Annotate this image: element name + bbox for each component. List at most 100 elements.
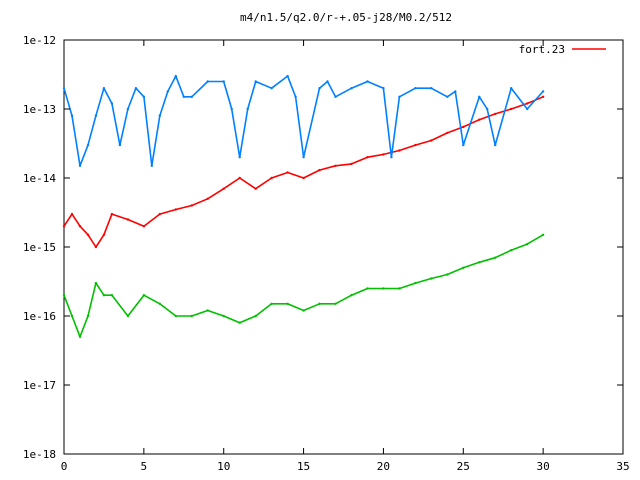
data-point — [110, 102, 114, 105]
data-point — [294, 95, 297, 99]
data-point — [526, 107, 529, 111]
y-tick-label: 1e-15 — [23, 241, 56, 254]
data-point — [206, 197, 209, 200]
data-point — [150, 164, 153, 167]
data-point — [78, 225, 82, 228]
data-point — [302, 176, 305, 180]
x-tick-label: 30 — [537, 460, 550, 473]
data-point — [494, 256, 497, 259]
data-point — [318, 168, 321, 172]
data-point — [206, 80, 209, 83]
data-point — [541, 233, 545, 236]
data-point — [494, 112, 497, 116]
data-point — [541, 90, 545, 93]
ticks-layer: 0 5 10 15 20 25 30 35 1e-18 1e-17 1e-16 1e-15 1e-14 1… — [23, 34, 630, 473]
data-point — [462, 125, 465, 129]
data-point — [478, 118, 481, 121]
x-tick-label: 20 — [377, 460, 390, 473]
y-tick-label: 1e-18 — [23, 448, 56, 461]
data-point — [318, 87, 321, 90]
x-tick-label: 35 — [616, 460, 629, 473]
data-point — [222, 80, 225, 83]
data-point — [526, 102, 529, 105]
data-point — [286, 302, 289, 305]
data-point — [398, 149, 401, 152]
data-point — [510, 87, 513, 90]
data-point — [382, 87, 385, 90]
y-tick-label: 1e-12 — [23, 34, 56, 47]
y-tick-label: 1e-14 — [23, 172, 56, 185]
data-point — [302, 156, 305, 159]
data-point — [166, 90, 169, 93]
chart-title: m4/n1.5/q2.0/r-+.05-j28/M0.2/512 — [240, 11, 452, 24]
data-point — [350, 294, 353, 297]
data-point — [102, 87, 106, 90]
data-point — [486, 107, 489, 111]
data-point — [86, 233, 90, 236]
data-point — [78, 164, 82, 167]
data-point — [110, 212, 114, 216]
data-point — [430, 277, 433, 280]
data-point — [222, 314, 225, 318]
data-point — [174, 314, 177, 318]
y-tick-label: 1e-17 — [23, 379, 56, 392]
data-point — [446, 131, 449, 135]
data-point — [62, 225, 66, 228]
data-point — [94, 245, 98, 249]
y-tick-label: 1e-16 — [23, 310, 56, 323]
data-point — [142, 294, 146, 297]
data-point — [510, 107, 513, 111]
data-point — [510, 249, 513, 252]
data-point — [238, 176, 241, 180]
x-tick-label: 10 — [217, 460, 230, 473]
data-point — [190, 95, 193, 99]
data-point — [102, 233, 106, 236]
data-point — [494, 143, 497, 147]
data-point — [382, 287, 385, 290]
data-point — [126, 218, 130, 221]
data-point — [70, 212, 74, 216]
data-point — [462, 143, 465, 147]
data-point — [102, 294, 106, 297]
data-point — [270, 302, 273, 305]
data-point — [334, 302, 337, 305]
data-point — [94, 281, 98, 285]
data-point — [70, 314, 74, 318]
data-point — [134, 87, 138, 90]
data-point — [238, 321, 241, 324]
x-tick-label: 15 — [297, 460, 310, 473]
data-point — [398, 287, 401, 290]
data-point — [334, 95, 337, 99]
data-point — [86, 314, 90, 318]
data-point — [414, 87, 417, 90]
data-point — [78, 335, 82, 338]
data-point — [86, 143, 90, 147]
data-point — [238, 156, 241, 159]
data-point — [414, 143, 417, 147]
data-point — [270, 176, 273, 180]
data-point — [446, 95, 449, 99]
data-point — [126, 314, 130, 318]
data-point — [254, 314, 257, 318]
x-tick-label: 25 — [457, 460, 470, 473]
data-point — [158, 302, 161, 305]
data-point — [182, 95, 185, 99]
data-point — [206, 309, 209, 312]
data-point — [118, 143, 122, 147]
series-line-2 — [63, 234, 544, 338]
data-point — [174, 74, 177, 78]
data-point — [62, 294, 66, 297]
data-point — [541, 95, 545, 99]
data-point — [142, 95, 146, 99]
data-point — [302, 309, 305, 312]
data-point — [478, 261, 481, 264]
data-point — [190, 204, 193, 207]
data-point — [222, 187, 225, 190]
y-tick-label: 1e-13 — [23, 103, 56, 116]
data-point — [350, 162, 353, 166]
data-point — [478, 95, 481, 99]
data-point — [62, 87, 66, 90]
data-point — [286, 171, 289, 174]
